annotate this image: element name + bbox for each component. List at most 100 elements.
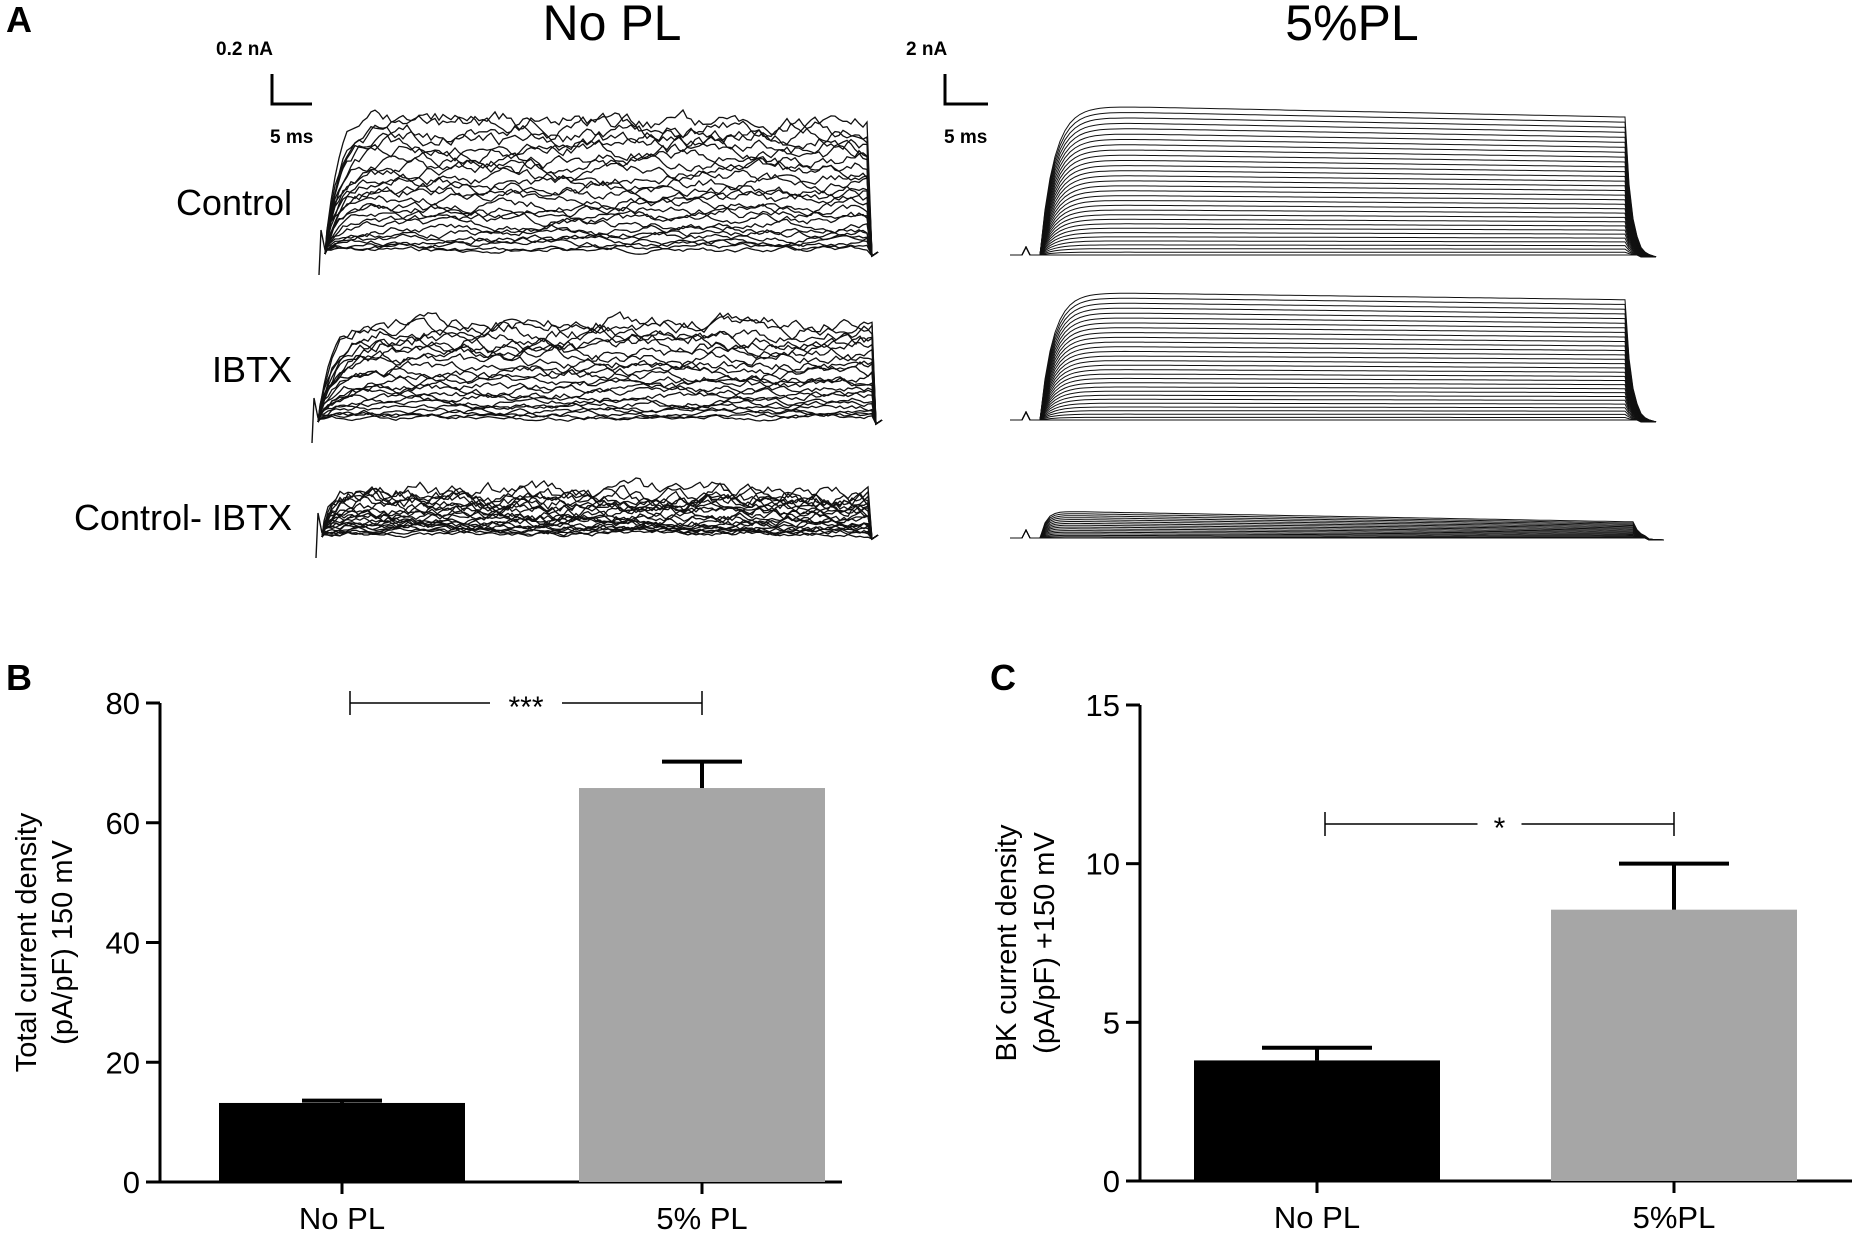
current-trace — [1010, 170, 1657, 258]
current-trace — [1010, 369, 1657, 423]
current-trace — [1010, 117, 1657, 258]
y-axis-title-line1: BK current density — [991, 824, 1023, 1061]
current-trace — [324, 108, 879, 258]
bar — [219, 1102, 465, 1182]
current-trace — [1010, 240, 1657, 258]
current-trace — [1010, 524, 1665, 541]
current-trace — [324, 206, 879, 258]
current-trace — [1010, 175, 1657, 258]
capacitive-transient — [318, 229, 326, 276]
current-trace — [321, 518, 879, 540]
current-trace — [1010, 373, 1657, 423]
current-trace — [317, 403, 883, 426]
chart-b-total-current-density: 0 20 40 60 80 No PL 5% PL *** Total current dens… — [11, 686, 842, 1236]
current-trace — [317, 327, 883, 426]
current-trace — [1010, 122, 1657, 258]
current-trace — [324, 210, 879, 258]
current-trace — [321, 524, 879, 540]
current-trace — [1010, 377, 1657, 423]
current-trace — [1010, 236, 1657, 258]
current-trace — [1010, 522, 1665, 541]
current-trace — [324, 116, 879, 258]
current-trace — [324, 172, 879, 258]
current-trace — [317, 386, 883, 426]
panel-c: C 0 5 10 15 No PL 5%PL * BK current density (pA/… — [990, 657, 1852, 1235]
current-trace — [1010, 528, 1665, 541]
current-trace — [1010, 209, 1657, 258]
panel-b-letter: B — [6, 657, 32, 698]
scale-time-label-no-pl: 5 ms — [270, 127, 313, 148]
current-trace — [321, 504, 879, 541]
current-trace — [317, 334, 883, 426]
significance-marker: * — [1494, 812, 1506, 845]
current-trace — [324, 148, 879, 258]
current-trace — [324, 128, 879, 258]
current-trace — [1010, 513, 1665, 541]
current-trace — [324, 165, 879, 258]
bar — [1194, 1060, 1440, 1181]
x-category-label: 5%PL — [1633, 1200, 1716, 1235]
current-trace — [1010, 355, 1657, 423]
current-trace — [1010, 398, 1657, 423]
current-trace — [1010, 154, 1657, 258]
current-trace — [1010, 190, 1657, 258]
current-trace — [324, 244, 879, 257]
current-trace — [317, 361, 883, 426]
y-tick-label: 0 — [123, 1165, 140, 1200]
current-trace — [1010, 223, 1657, 258]
current-trace — [1010, 139, 1657, 258]
current-trace — [324, 189, 879, 258]
current-trace — [1010, 195, 1657, 258]
current-trace — [324, 201, 879, 258]
current-trace — [1010, 519, 1665, 541]
current-trace — [1010, 165, 1657, 258]
current-traces-no-pl-control-minus-ibtx — [315, 477, 879, 559]
current-trace — [1010, 350, 1657, 423]
current-trace — [317, 353, 883, 426]
current-trace — [1010, 185, 1657, 258]
y-tick-label: 20 — [106, 1045, 140, 1080]
current-trace — [324, 152, 879, 258]
row-label-control-minus-ibtx: Control- IBTX — [74, 497, 292, 538]
current-trace — [1010, 232, 1657, 258]
current-trace — [321, 525, 879, 540]
current-trace — [321, 485, 879, 541]
scale-current-label-5pl: 2 nA — [906, 39, 947, 60]
current-trace — [1010, 410, 1656, 423]
scale-current-label-no-pl: 0.2 nA — [216, 39, 273, 60]
significance-marker: *** — [508, 691, 543, 724]
current-trace — [317, 311, 883, 426]
current-trace — [1010, 336, 1657, 423]
current-trace — [1010, 402, 1657, 423]
current-trace — [317, 367, 883, 426]
current-trace — [1010, 346, 1657, 423]
panel-b: B 0 20 40 60 80 No PL 5% PL *** Total current de… — [6, 657, 842, 1236]
y-tick-label: 0 — [1103, 1164, 1120, 1199]
current-trace — [1010, 245, 1656, 258]
current-trace — [1010, 133, 1657, 258]
current-trace — [1010, 517, 1665, 541]
chart-c-bk-current-density: 0 5 10 15 No PL 5%PL * BK current density (pA/pF… — [991, 688, 1852, 1235]
current-trace — [1010, 297, 1657, 423]
current-trace — [1010, 227, 1657, 258]
current-trace — [1010, 292, 1657, 423]
current-trace — [1010, 528, 1664, 541]
row-label-control: Control — [176, 182, 292, 223]
current-trace — [1010, 317, 1657, 423]
y-axis-title-line2: (pA/pF) 150 mV — [47, 840, 79, 1045]
col-title-5pl: 5%PL — [1285, 0, 1418, 51]
current-trace — [317, 343, 883, 426]
current-trace — [321, 499, 879, 541]
y-axis-title-line2: (pA/pF) +150 mV — [1029, 832, 1061, 1054]
current-trace — [317, 408, 883, 425]
panel-a: A No PL 5%PL 0.2 nA 5 ms 2 nA 5 ms Contr… — [6, 0, 1665, 559]
current-traces-no-pl-control — [318, 108, 879, 276]
row-label-ibtx: IBTX — [212, 349, 292, 390]
current-trace — [324, 132, 879, 258]
current-trace — [324, 227, 879, 258]
y-tick-label: 80 — [106, 686, 140, 721]
current-trace — [1010, 394, 1657, 423]
col-title-no-pl: No PL — [543, 0, 682, 51]
y-axis-title-line1: Total current density — [11, 812, 43, 1072]
current-trace — [1010, 200, 1657, 258]
